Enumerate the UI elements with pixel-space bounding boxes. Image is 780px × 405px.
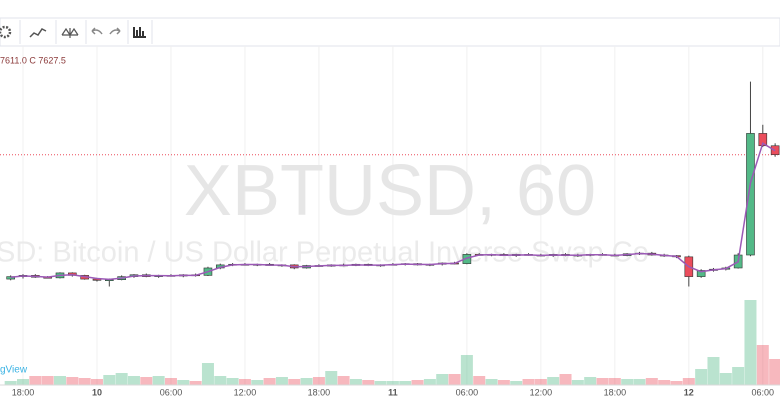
x-tick-label: 18:00	[308, 387, 331, 397]
volume-bar	[608, 378, 621, 385]
volume-bar	[349, 379, 362, 385]
volume-pane	[4, 300, 780, 385]
volume-bar	[571, 380, 584, 385]
volume-bar	[485, 379, 498, 385]
volume-bar	[658, 380, 671, 385]
volume-bar	[645, 378, 658, 385]
x-tick-label: 10	[92, 387, 102, 397]
watermark-subtitle: SD: Bitcoin / US Dollar Perpetual Invers…	[0, 237, 649, 269]
volume-bar	[769, 359, 780, 385]
volume-bar	[78, 378, 91, 385]
moving-average	[10, 142, 776, 281]
x-tick-label: 18:00	[604, 387, 627, 397]
volume-bar	[559, 374, 572, 385]
compare-icon[interactable]	[61, 27, 79, 38]
time-axis-labels: 18:00 10 06:00 12:00 18:00 11 06:00 12:00 18:00 1…	[12, 387, 774, 397]
x-tick-label: 06:00	[752, 387, 775, 397]
volume-bar	[214, 376, 227, 385]
volume-bar	[103, 375, 116, 385]
x-tick-label: 12	[684, 387, 694, 397]
volume-bar	[29, 376, 42, 385]
volume-bar	[756, 345, 769, 385]
toolbar-bg	[0, 17, 780, 47]
volume-bar	[448, 374, 461, 385]
candle-body	[746, 133, 755, 256]
volume-bar	[127, 376, 140, 385]
volume-bar	[436, 374, 449, 385]
volume-bar	[325, 371, 338, 385]
volume-bar	[41, 376, 54, 385]
bars-icon[interactable]	[133, 27, 146, 38]
grid	[22, 46, 764, 385]
volume-bar	[17, 379, 29, 385]
candle-body	[696, 270, 706, 277]
undo-icon[interactable]	[91, 27, 103, 35]
volume-bar	[275, 377, 288, 385]
volume-bar	[411, 380, 424, 385]
volume-bar	[386, 381, 399, 385]
volume-bar	[201, 363, 214, 385]
volume-bar	[732, 367, 745, 385]
redo-icon[interactable]	[109, 27, 121, 35]
indicators-icon[interactable]	[29, 28, 47, 38]
x-tick-label: 18:00	[12, 387, 35, 397]
toolbar	[0, 17, 780, 47]
volume-bar	[744, 300, 757, 385]
x-tick-label: 11	[388, 387, 398, 397]
volume-bar	[300, 378, 313, 385]
volume-bar	[90, 379, 103, 385]
volume-bar	[473, 376, 486, 385]
volume-bar	[682, 378, 695, 385]
volume-bar	[633, 379, 646, 385]
volume-bar	[66, 377, 79, 385]
volume-bar	[226, 378, 239, 385]
volume-bar	[251, 380, 264, 385]
volume-bar	[423, 379, 436, 385]
volume-bar	[53, 376, 66, 385]
settings-icon[interactable]	[0, 25, 12, 39]
legend-text: 7611.0 C 7627.5	[0, 55, 66, 65]
volume-bar	[164, 378, 177, 385]
volume-bar	[534, 379, 547, 385]
volume-bar	[152, 376, 165, 385]
watermark: XBTUSD, 60	[184, 151, 596, 231]
x-tick-label: 06:00	[160, 387, 183, 397]
volume-bar	[4, 381, 17, 385]
volume-bar	[621, 379, 634, 385]
price-pane	[0, 81, 780, 287]
volume-bar	[288, 379, 301, 385]
volume-bar	[670, 381, 683, 385]
volume-bar	[177, 380, 190, 385]
volume-bar	[497, 380, 510, 385]
logo: gView	[0, 365, 28, 376]
x-tick-label: 12:00	[530, 387, 553, 397]
volume-bar	[399, 381, 412, 385]
volume-bar	[189, 381, 202, 385]
volume-bar	[312, 377, 325, 385]
x-tick-label: 06:00	[456, 387, 479, 397]
volume-bar	[522, 379, 535, 385]
volume-bar	[362, 380, 375, 385]
volume-bar	[547, 377, 560, 385]
time-axis	[0, 385, 780, 405]
volume-bar	[263, 378, 276, 385]
volume-bar	[695, 369, 708, 385]
volume-bar	[719, 373, 732, 385]
x-tick-label: 12:00	[234, 387, 257, 397]
volume-bar	[510, 381, 523, 385]
volume-bar	[238, 379, 251, 385]
volume-bar	[374, 381, 387, 385]
volume-bar	[707, 357, 720, 385]
volume-bar	[115, 373, 128, 385]
volume-bar	[584, 377, 597, 385]
volume-bar	[596, 378, 609, 385]
volume-bar	[337, 376, 350, 385]
volume-bar	[140, 377, 153, 385]
volume-bar	[460, 355, 473, 385]
